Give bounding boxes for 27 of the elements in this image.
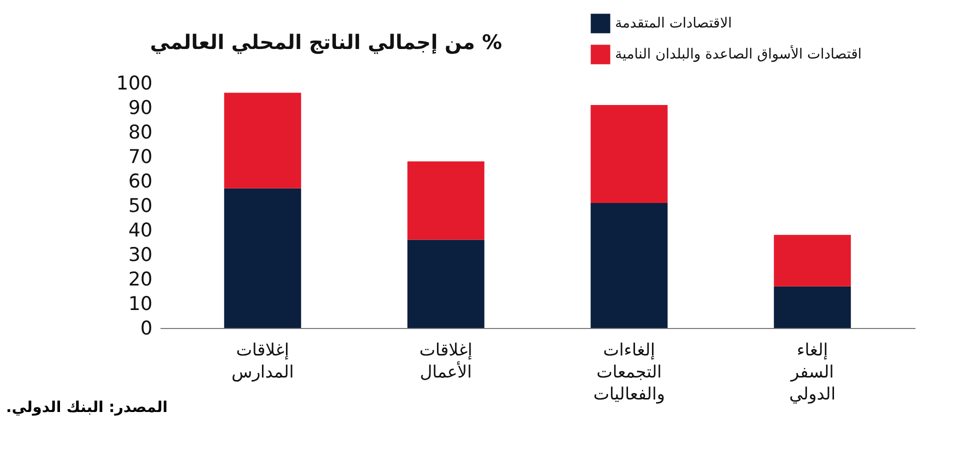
bar — [407, 161, 484, 240]
y-tick-label: 50 — [128, 195, 152, 217]
y-tick-label: 60 — [128, 170, 152, 192]
y-tick-label: 0 — [140, 318, 152, 340]
y-tick-label: 20 — [128, 268, 152, 290]
chart-title: % من إجمالي الناتج المحلي العالمي — [150, 30, 502, 54]
x-tick-label: إغلاقات الأعمال — [419, 340, 472, 382]
bar — [224, 92, 302, 188]
legend-label: اقتصادات الأسواق الصاعدة والبلدان النامية — [615, 44, 862, 62]
x-tick-label: إلغاءات التجمعات والفعاليات — [593, 340, 665, 404]
bar — [774, 286, 851, 328]
y-tick-label: 40 — [128, 220, 152, 242]
y-tick-label: 100 — [116, 72, 152, 94]
y-tick-label: 80 — [128, 122, 152, 144]
y-tick-label: 30 — [128, 244, 152, 266]
x-tick-label: إغلاقات المدارس — [231, 340, 294, 382]
y-tick-label: 10 — [128, 293, 152, 315]
bar — [774, 234, 851, 286]
bar — [224, 188, 302, 328]
legend-label: الاقتصادات المتقدمة — [615, 16, 732, 32]
bar — [590, 203, 668, 328]
bar — [590, 105, 668, 204]
y-tick-label: 70 — [128, 146, 152, 168]
y-tick-label: 90 — [128, 97, 152, 119]
x-tick-label: إلغاء السفر الدولي — [789, 340, 836, 404]
text: المصدر: البنك الدولي. — [6, 398, 168, 416]
bar — [407, 240, 484, 328]
